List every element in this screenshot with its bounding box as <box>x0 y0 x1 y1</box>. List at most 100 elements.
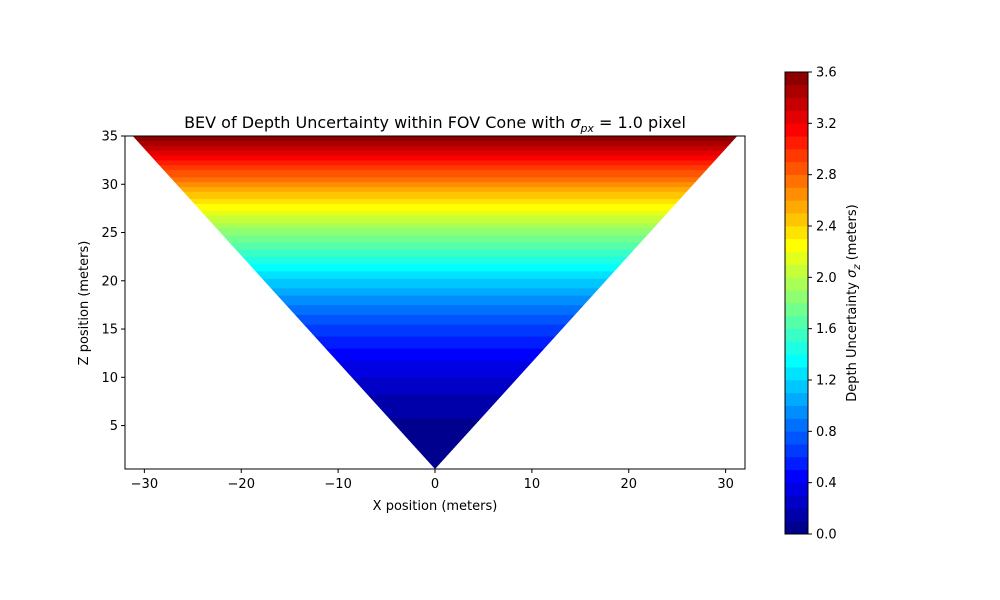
heat-band <box>132 251 738 255</box>
colorbar-band <box>785 212 808 227</box>
chart-title-symbol: σ <box>570 113 581 132</box>
x-tick-label: 30 <box>717 477 734 492</box>
heat-band <box>132 355 738 359</box>
heat-band <box>132 217 738 221</box>
heat-band <box>132 374 738 378</box>
heat-band <box>132 179 738 183</box>
heat-band <box>132 333 738 337</box>
heat-band <box>132 321 738 325</box>
heat-band <box>132 215 738 219</box>
heat-band <box>132 280 738 284</box>
heat-band <box>132 367 738 371</box>
heat-band <box>132 227 738 231</box>
heat-band <box>132 282 738 286</box>
heat-band <box>132 391 738 395</box>
heat-band <box>132 335 738 339</box>
heat-band <box>132 186 738 190</box>
colorbar-frame <box>784 71 809 535</box>
heat-band <box>132 326 738 330</box>
heat-band <box>132 138 738 142</box>
y-tick-label: 25 <box>101 226 118 241</box>
heat-band <box>132 420 738 424</box>
colorbar-label-prefix: Depth Uncertainty <box>845 278 860 402</box>
heat-band <box>132 302 738 306</box>
colorbar-tick-label: 0.0 <box>816 528 837 543</box>
heat-band <box>132 459 738 463</box>
heat-band <box>132 432 738 436</box>
heat-band <box>132 340 738 344</box>
x-tick-label: 0 <box>431 477 439 492</box>
heat-band <box>132 210 738 214</box>
heat-band <box>132 434 738 438</box>
y-tick-label: 5 <box>110 419 118 434</box>
heat-band <box>132 427 738 431</box>
x-tick-label: −30 <box>131 477 158 492</box>
colorbar-band <box>785 277 808 291</box>
heat-band <box>132 398 738 402</box>
heat-band <box>132 275 738 279</box>
colorbar-label-symbol: σ <box>845 269 860 278</box>
colorbar-band <box>785 315 808 329</box>
heat-band <box>132 362 738 366</box>
heat-band <box>132 299 738 303</box>
colorbar-band <box>785 238 808 252</box>
heat-band <box>132 360 738 364</box>
heat-band <box>132 405 738 409</box>
colorbar-tick-label: 2.0 <box>816 271 837 286</box>
heat-band <box>132 379 738 383</box>
heat-band <box>132 413 738 417</box>
heat-band <box>132 285 738 289</box>
heat-band <box>132 176 738 180</box>
colorbar-tick-label: 3.2 <box>816 117 837 132</box>
heat-band <box>132 323 738 327</box>
heat-band <box>132 437 738 441</box>
heat-band <box>132 304 738 308</box>
heat-band <box>132 234 738 238</box>
y-tick-label: 10 <box>101 371 118 386</box>
heat-band <box>132 155 738 159</box>
heat-band <box>132 222 738 226</box>
heat-band <box>132 140 738 144</box>
x-tick-label: −10 <box>324 477 351 492</box>
colorbar-band <box>785 495 808 509</box>
heat-band <box>132 188 738 192</box>
heat-band <box>132 364 738 368</box>
heat-band <box>132 145 738 149</box>
colorbar-band <box>785 135 808 150</box>
colorbar-tick-label: 0.8 <box>816 425 837 440</box>
heat-band <box>132 150 738 154</box>
colorbar-label-subscript: z <box>852 264 863 271</box>
heat-band <box>132 454 738 458</box>
colorbar-band <box>785 97 808 111</box>
heat-band <box>132 350 738 354</box>
colorbar-band <box>785 366 808 381</box>
heat-band <box>132 345 738 349</box>
colorbar-band <box>785 251 808 265</box>
x-axis: −30 −20 −10 0 10 20 30 <box>131 469 734 492</box>
y-tick-label: 15 <box>101 323 118 338</box>
heat-band <box>132 200 738 204</box>
colorbar-band <box>785 148 808 163</box>
heat-band <box>132 422 738 426</box>
chart-title-subscript: px <box>579 122 594 135</box>
heat-band <box>132 449 738 453</box>
colorbar-band <box>785 84 808 98</box>
heat-band <box>132 430 738 434</box>
colorbar-band <box>785 456 808 471</box>
heat-band <box>132 268 738 272</box>
colorbar-band <box>785 110 808 124</box>
heat-band <box>132 249 738 253</box>
colorbar-band <box>785 174 808 188</box>
colorbar-band <box>785 443 808 458</box>
heat-band <box>132 290 738 294</box>
heat-band <box>132 307 738 311</box>
heat-band <box>132 244 738 248</box>
colorbar-label: Depth Uncertainty σz (meters) <box>845 204 863 401</box>
chart-title: BEV of Depth Uncertainty within FOV Cone… <box>184 113 686 135</box>
heat-band <box>132 439 738 443</box>
colorbar-band <box>785 520 808 535</box>
heat-band <box>132 157 738 161</box>
heat-band <box>132 314 738 318</box>
heat-band <box>132 212 738 216</box>
heat-band <box>132 263 738 267</box>
